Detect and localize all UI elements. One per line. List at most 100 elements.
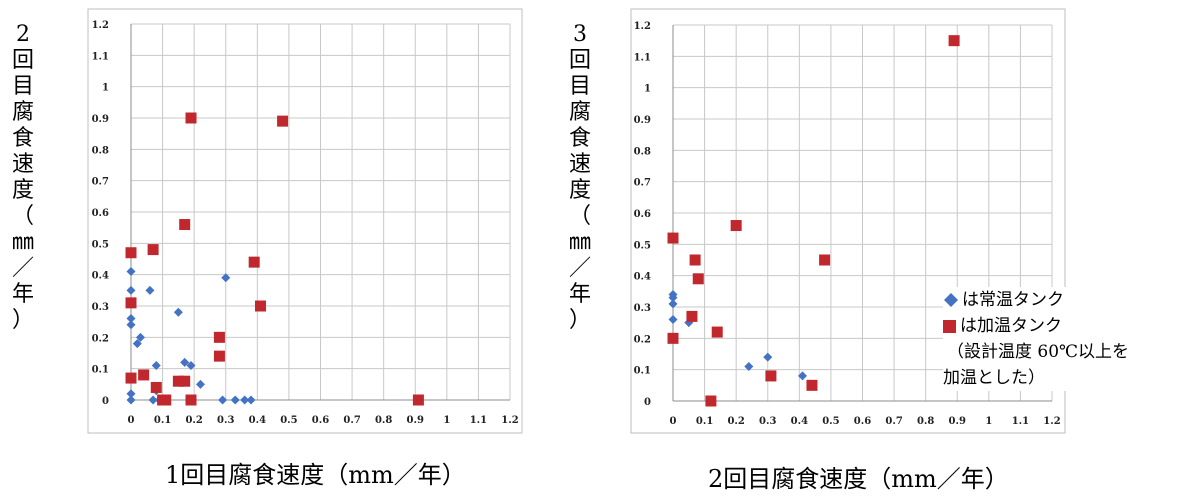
data-point-diamond xyxy=(186,361,196,371)
data-point-diamond xyxy=(145,285,155,295)
y-tick-label: 0.9 xyxy=(634,115,651,126)
data-point-square xyxy=(819,254,831,266)
data-point-square xyxy=(150,381,162,393)
y-tick-label: 1.1 xyxy=(634,52,651,63)
data-point-diamond xyxy=(180,357,190,367)
y-tick-label: 0.5 xyxy=(92,239,109,250)
x-tick-label: 0.2 xyxy=(727,416,744,427)
y-axis-label-char: ／ xyxy=(11,256,34,281)
x-tick-label: 0.4 xyxy=(791,416,808,427)
data-point-square xyxy=(667,232,679,244)
x-tick-label: 0.9 xyxy=(949,416,966,427)
legend-item-label: は常温タンク xyxy=(962,290,1064,310)
y-axis-label-char: 速 xyxy=(11,152,34,177)
x-tick-label: 0.8 xyxy=(375,415,392,426)
x-tick-label: 1.2 xyxy=(1043,416,1060,427)
y-tick-label: 0.3 xyxy=(92,302,109,313)
data-point-square xyxy=(125,297,137,309)
x-tick-label: 0.4 xyxy=(249,415,266,426)
data-point-diamond xyxy=(126,320,136,330)
y-tick-label: 0.8 xyxy=(92,145,109,156)
data-point-diamond xyxy=(135,332,145,342)
y-tick-label: 0.1 xyxy=(634,366,651,377)
y-tick-label: 1.2 xyxy=(634,21,651,32)
chart-2-legend: は常温タンク は加温タンク （設計温度 60℃以上を 加温とした） xyxy=(943,287,1130,391)
data-point-square xyxy=(125,372,137,384)
data-point-square xyxy=(213,331,225,343)
y-axis-label-char: 食 xyxy=(568,126,591,151)
chart-1-frame xyxy=(87,8,523,434)
y-axis-label-char: 回 xyxy=(11,48,34,73)
data-point-diamond xyxy=(126,389,136,399)
data-point-diamond xyxy=(797,371,807,381)
data-point-diamond xyxy=(151,361,161,371)
x-tick-label: 0.5 xyxy=(822,416,839,427)
data-point-diamond xyxy=(744,362,754,372)
y-tick-label: 0 xyxy=(102,396,109,407)
y-tick-label: 1 xyxy=(644,84,651,95)
data-point-diamond xyxy=(221,273,231,283)
y-tick-label: 0 xyxy=(644,397,651,408)
y-tick-label: 0.8 xyxy=(634,146,651,157)
y-axis-label-char: 回 xyxy=(568,48,591,73)
data-point-square xyxy=(138,369,150,381)
x-tick-label: 0.3 xyxy=(759,416,776,427)
x-tick-label: 1 xyxy=(985,416,992,427)
data-point-diamond xyxy=(668,293,678,303)
data-point-square xyxy=(147,244,159,256)
y-axis-label-char: ） xyxy=(568,308,591,333)
data-point-square xyxy=(185,394,197,406)
data-point-square xyxy=(125,247,137,259)
y-axis-label-char: 度 xyxy=(11,178,34,203)
legend-note-line-1: （設計温度 60℃以上を xyxy=(947,342,1130,362)
data-point-square xyxy=(689,254,701,266)
y-axis-label-char: ／ xyxy=(568,256,591,281)
chart-1-x-axis-label: 1回目腐食速度（mm／年） xyxy=(165,461,466,489)
data-point-diamond xyxy=(126,267,136,277)
y-axis-label-char: 目 xyxy=(11,74,34,99)
data-point-diamond xyxy=(126,285,136,295)
legend-item-normal-temp: は常温タンク xyxy=(943,287,1129,313)
y-axis-label-char: 腐 xyxy=(568,100,591,125)
blue-diamond-icon xyxy=(944,293,958,307)
data-point-diamond xyxy=(230,395,240,405)
y-tick-label: 0.4 xyxy=(92,271,109,282)
data-point-square xyxy=(692,273,704,285)
data-point-square xyxy=(948,35,960,47)
x-tick-label: 0 xyxy=(128,415,135,426)
data-point-diamond xyxy=(126,314,136,324)
data-point-diamond xyxy=(148,395,158,405)
y-tick-label: 0.6 xyxy=(92,208,109,219)
y-tick-label: 0.1 xyxy=(92,365,109,376)
y-axis-label-char: 目 xyxy=(568,74,591,99)
y-axis-label-char: 腐 xyxy=(11,100,34,125)
y-axis-label-char: 年 xyxy=(568,282,591,307)
y-axis-label-char: 速 xyxy=(568,152,591,177)
x-tick-label: 0.7 xyxy=(885,416,902,427)
data-point-square xyxy=(179,219,191,231)
x-tick-label: 0.9 xyxy=(407,415,424,426)
data-point-diamond xyxy=(126,395,136,405)
x-tick-label: 1 xyxy=(443,415,450,426)
data-point-square xyxy=(160,394,172,406)
data-point-diamond xyxy=(246,395,256,405)
y-tick-label: 0.5 xyxy=(634,240,651,251)
data-point-diamond xyxy=(173,307,183,317)
data-point-diamond xyxy=(668,315,678,325)
x-tick-label: 0.6 xyxy=(854,416,871,427)
y-tick-label: 1.2 xyxy=(92,20,109,31)
y-axis-label-char: 食 xyxy=(11,126,34,151)
y-tick-label: 0.2 xyxy=(634,334,651,345)
x-tick-label: 1.2 xyxy=(501,415,518,426)
legend-item-label: は加温タンク xyxy=(960,316,1062,336)
y-tick-label: 1.1 xyxy=(92,51,109,62)
data-point-square xyxy=(730,220,742,232)
data-point-diamond xyxy=(240,395,250,405)
y-axis-label-char: （ xyxy=(11,204,34,229)
data-point-square xyxy=(254,300,266,312)
chart-1: 0 0.1 0.2 0.3 0.4 0.5 0.6 0.7 0.8 0.9 1 1.1 1.2 0 0.1 0… xyxy=(92,20,519,426)
data-point-square xyxy=(277,115,289,127)
data-point-square xyxy=(667,332,679,344)
chart-2-x-axis-label: 2回目腐食速度（mm／年） xyxy=(708,465,1009,493)
legend-note-line-2: 加温とした） xyxy=(943,368,1045,388)
